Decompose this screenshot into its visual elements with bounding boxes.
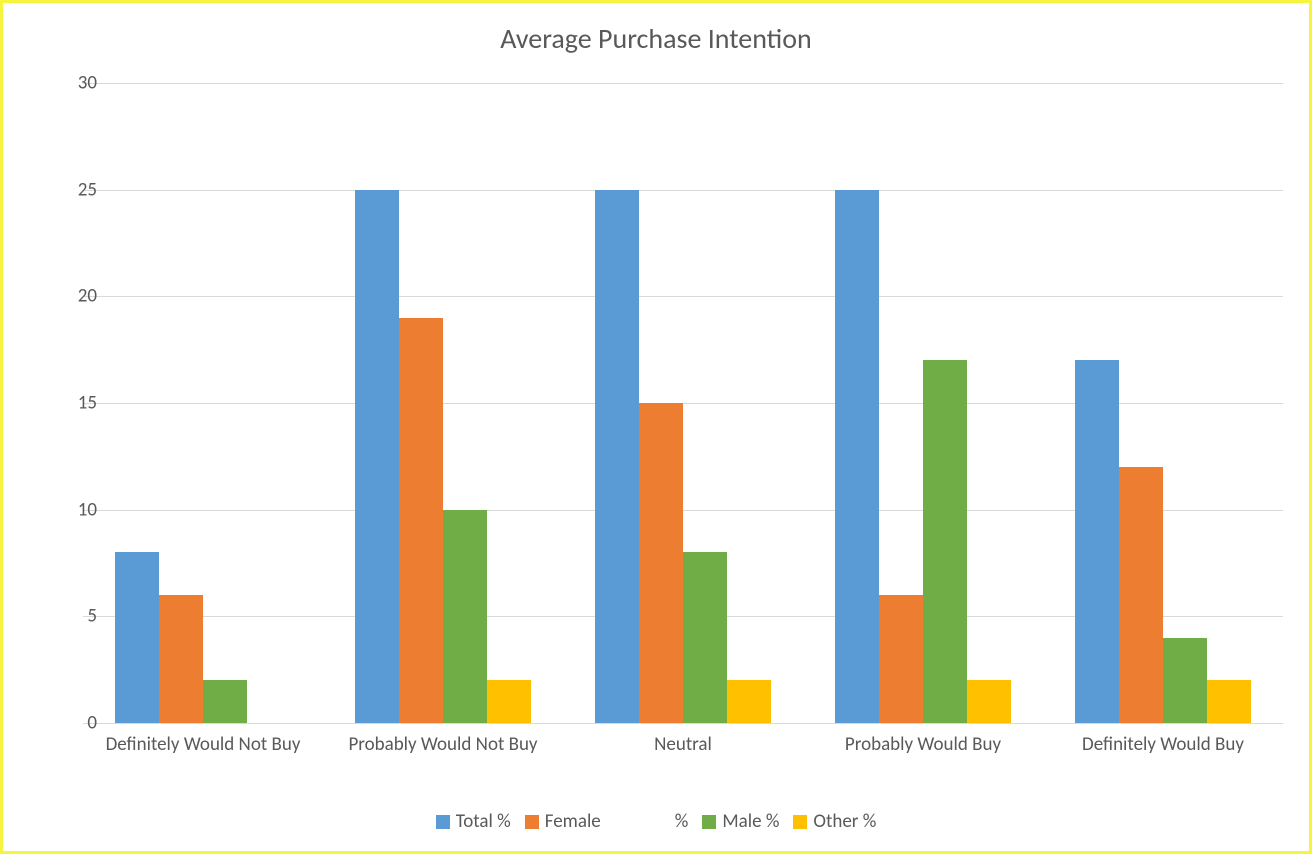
bars-region: Definitely Would Not BuyProbably Would N… xyxy=(83,83,1283,723)
bar xyxy=(967,680,1011,723)
bar xyxy=(203,680,247,723)
category-group: Probably Would Buy xyxy=(803,83,1043,723)
legend-item: % xyxy=(669,810,689,833)
y-tick-label: 25 xyxy=(37,178,97,201)
category-label: Definitely Would Buy xyxy=(1082,733,1244,756)
bar xyxy=(639,403,683,723)
bar xyxy=(487,680,531,723)
y-tick-label: 15 xyxy=(37,392,97,415)
category-group: Definitely Would Buy xyxy=(1043,83,1283,723)
bar xyxy=(879,595,923,723)
legend-item: Male % xyxy=(702,810,779,833)
legend-swatch xyxy=(525,815,539,829)
category-label: Probably Would Not Buy xyxy=(348,733,537,756)
bar xyxy=(835,190,879,723)
legend-label: Total % xyxy=(456,810,511,833)
legend-item: Total % xyxy=(436,810,511,833)
plot-area: Definitely Would Not BuyProbably Would N… xyxy=(83,83,1283,723)
bar xyxy=(595,190,639,723)
legend-swatch xyxy=(436,815,450,829)
bar xyxy=(683,552,727,723)
bar xyxy=(1163,638,1207,723)
legend-swatch xyxy=(793,815,807,829)
category-group: Definitely Would Not Buy xyxy=(83,83,323,723)
bar xyxy=(399,318,443,723)
category-label: Probably Would Buy xyxy=(845,733,1001,756)
chart-title: Average Purchase Intention xyxy=(3,3,1309,68)
y-tick-label: 10 xyxy=(37,498,97,521)
legend-label: % xyxy=(675,810,689,833)
grid-line xyxy=(83,723,1283,724)
y-tick-label: 0 xyxy=(37,712,97,735)
legend-label: Other % xyxy=(813,810,876,833)
y-tick-label: 20 xyxy=(37,285,97,308)
bar xyxy=(159,595,203,723)
legend-swatch xyxy=(702,815,716,829)
bar xyxy=(1075,360,1119,723)
bar xyxy=(115,552,159,723)
bar xyxy=(1119,467,1163,723)
category-group: Probably Would Not Buy xyxy=(323,83,563,723)
chart-container: Average Purchase Intention Definitely Wo… xyxy=(0,0,1312,854)
bar xyxy=(443,510,487,723)
y-tick-label: 30 xyxy=(37,72,97,95)
bar xyxy=(1207,680,1251,723)
category-label: Neutral xyxy=(654,733,712,756)
legend-item: Other % xyxy=(793,810,876,833)
legend-label: Female xyxy=(545,810,601,833)
bar xyxy=(355,190,399,723)
y-tick-label: 5 xyxy=(37,605,97,628)
bar xyxy=(923,360,967,723)
legend-item: Female xyxy=(525,810,601,833)
category-label: Definitely Would Not Buy xyxy=(106,733,301,756)
bar xyxy=(727,680,771,723)
category-group: Neutral xyxy=(563,83,803,723)
legend-label: Male % xyxy=(722,810,779,833)
chart-legend: Total % Female% Male % Other % xyxy=(3,810,1309,833)
